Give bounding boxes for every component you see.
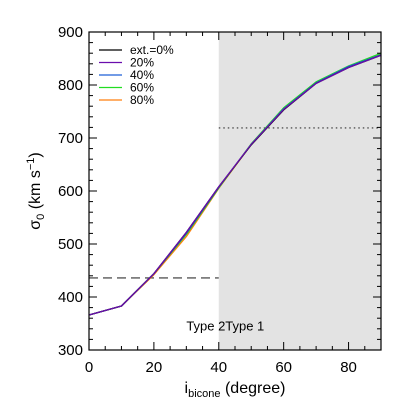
- x-axis-label-unit: (degree): [221, 380, 286, 397]
- y-tick-label: 400: [58, 289, 83, 306]
- legend-label-2: 20%: [130, 56, 154, 70]
- y-axis-label-unit: (km s: [27, 170, 44, 214]
- x-tick-label: 60: [275, 359, 292, 376]
- x-axis-label-subscript: bicone: [188, 388, 220, 400]
- type1-region-label: Type 1: [225, 318, 264, 333]
- y-axis-label: σ0 (km s−1): [25, 152, 47, 229]
- x-tick-label: 40: [210, 359, 227, 376]
- x-axis-label-main: i: [185, 380, 189, 397]
- x-tick-label: 0: [85, 359, 93, 376]
- y-tick-label: 700: [58, 130, 83, 147]
- y-axis-label-close: ): [27, 152, 44, 157]
- series-line-2: [88, 54, 382, 316]
- x-tick-label: 80: [340, 359, 357, 376]
- legend-label-5: 80%: [130, 93, 154, 107]
- x-axis-label: ibicone (degree): [185, 380, 286, 400]
- y-tick-label: 500: [58, 236, 83, 253]
- type2-region-label: Type 2: [186, 318, 225, 333]
- y-tick-label: 800: [58, 77, 83, 94]
- legend-label-3: 40%: [130, 68, 154, 82]
- y-axis-label-subscript: 0: [35, 214, 47, 220]
- x-tick-label: 20: [146, 359, 163, 376]
- legend-label-1: ext.=0%: [130, 43, 174, 57]
- y-tick-label: 600: [58, 183, 83, 200]
- y-axis-label-main: σ: [27, 220, 44, 230]
- y-axis-label-superscript: −1: [25, 158, 37, 171]
- y-tick-label: 300: [58, 342, 83, 359]
- type1-shaded-region: [218, 32, 381, 350]
- legend-label-4: 60%: [130, 81, 154, 95]
- y-tick-label: 900: [58, 24, 83, 41]
